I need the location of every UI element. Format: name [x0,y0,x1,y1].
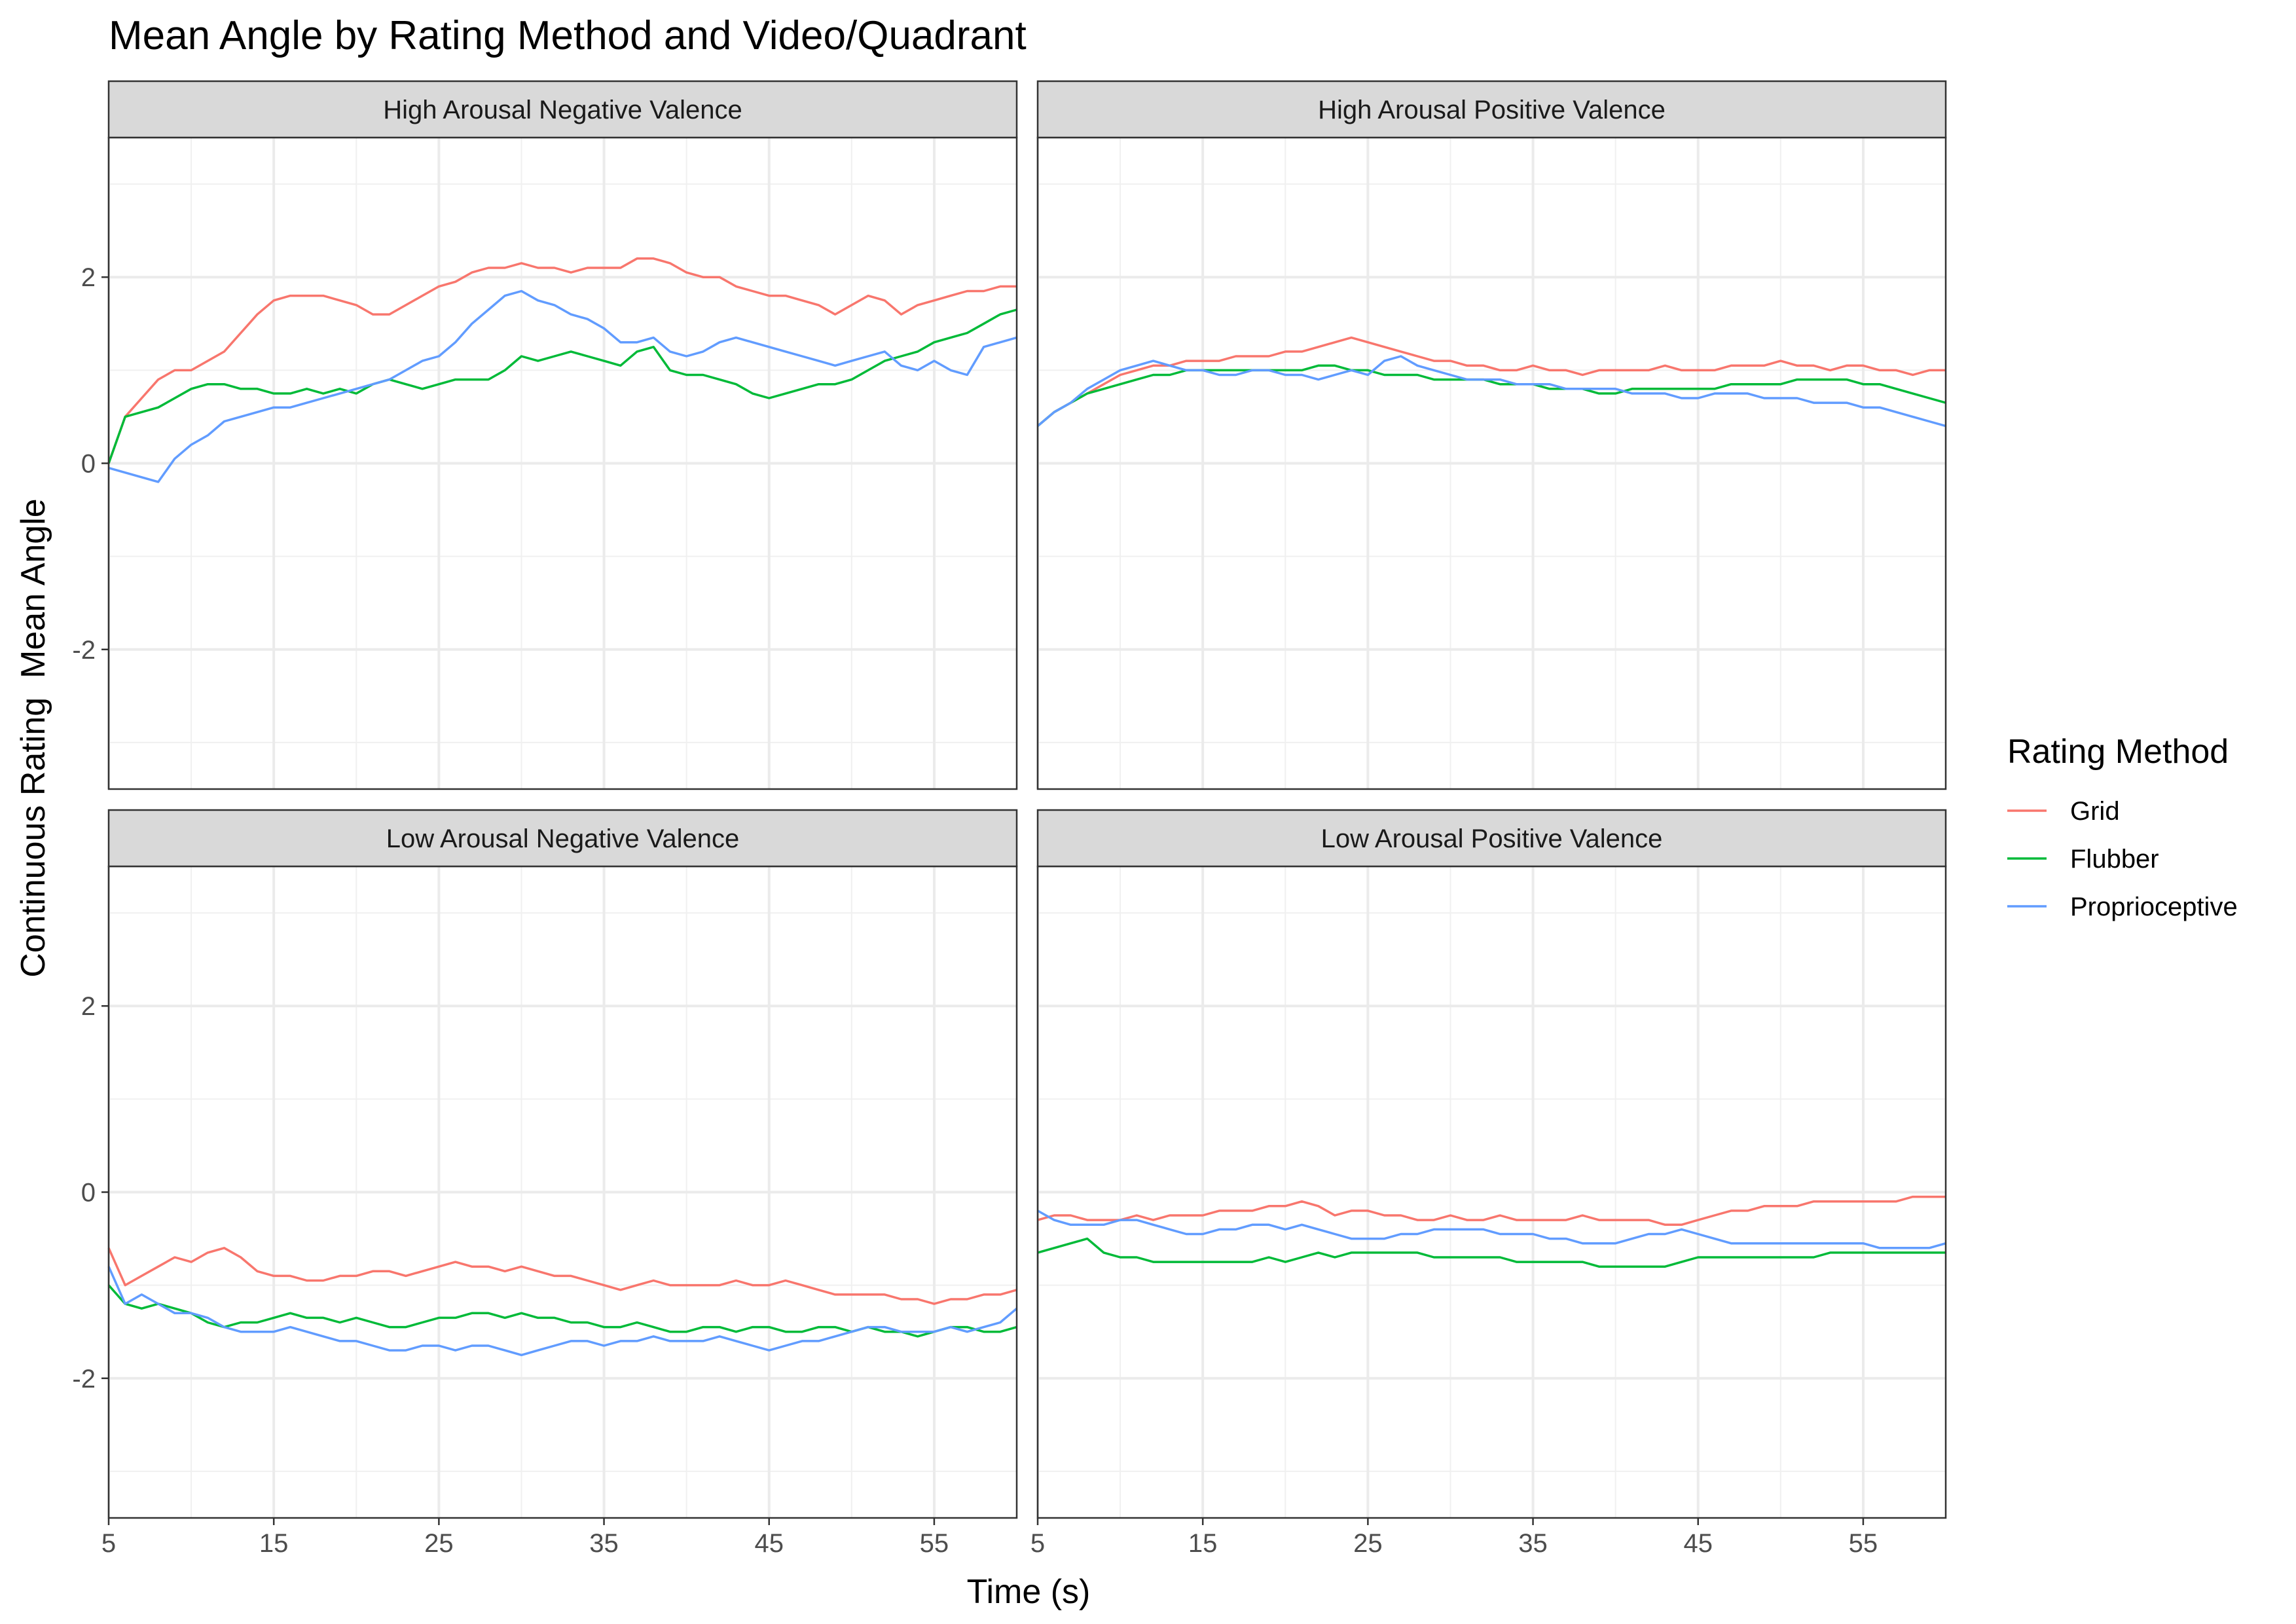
x-tick-label: 55 [920,1529,949,1558]
y-tick-label: -2 [72,1365,96,1393]
x-tick-label: 15 [1188,1529,1218,1558]
legend-title: Rating Method [2007,733,2229,771]
facet-strip [1036,809,1947,868]
x-tick-label: 25 [1353,1529,1383,1558]
facet-strip-label: High Arousal Positive Valence [1318,96,1666,124]
series-line-grid [1037,1195,1946,1227]
x-tick-label: 55 [1849,1529,1878,1558]
series-line-flubber [1037,1237,1946,1268]
legend-entry-proprioceptive: Proprioceptive [2007,893,2238,921]
x-axis-title: Time (s) [967,1573,1091,1611]
legend-label-flubber: Flubber [2070,845,2159,874]
facet-strip [1036,80,1947,139]
legend-label-grid: Grid [2070,797,2120,826]
series-line-proprioceptive [108,289,1017,483]
facet-strip-label: Low Arousal Positive Valence [1321,824,1663,853]
series-line-flubber [107,308,1017,464]
facet-high-arousal-positive-valence: High Arousal Positive Valence [1036,80,1947,790]
series-line-proprioceptive [1036,355,1946,428]
facet-strip [107,809,1018,868]
facet-low-arousal-positive-valence: Low Arousal Positive Valence 5 15 25 35 45 55 [1030,809,1947,1558]
y-tick-label: 0 [81,1179,96,1208]
series-line-grid [1036,336,1946,427]
facet-strip-label: Low Arousal Negative Valence [386,824,740,853]
x-tick-label: 5 [1030,1529,1045,1558]
series-line-grid [107,257,1017,464]
series-line-proprioceptive [1037,1209,1946,1249]
plot-title: Mean Angle by Rating Method and Video/Qu… [109,13,1027,58]
facet-strip-label: High Arousal Negative Valence [383,96,742,124]
legend-entry-flubber: Flubber [2007,845,2159,874]
facet-strip [107,80,1018,139]
x-tick-label: 15 [259,1529,289,1558]
x-tick-label: 45 [754,1529,784,1558]
series-line-proprioceptive [107,1266,1018,1357]
legend: Rating Method Grid Flubber Proprioceptive [2007,733,2238,921]
y-axis-title: Continuous Rating Mean Angle [14,498,52,977]
x-tick-label: 35 [589,1529,619,1558]
x-tick-label: 5 [101,1529,116,1558]
y-tick-label: 2 [81,992,96,1021]
legend-label-proprioceptive: Proprioceptive [2070,893,2238,921]
y-tick-label: -2 [72,636,96,665]
x-tick-label: 35 [1518,1529,1548,1558]
facet-high-arousal-negative-valence: High Arousal Negative Valence -2 0 2 [72,80,1018,790]
legend-entry-grid: Grid [2007,797,2120,826]
x-tick-label: 25 [424,1529,454,1558]
series-line-grid [107,1247,1017,1305]
y-tick-label: 0 [81,450,96,479]
x-tick-label: 45 [1683,1529,1713,1558]
y-tick-label: 2 [81,263,96,292]
